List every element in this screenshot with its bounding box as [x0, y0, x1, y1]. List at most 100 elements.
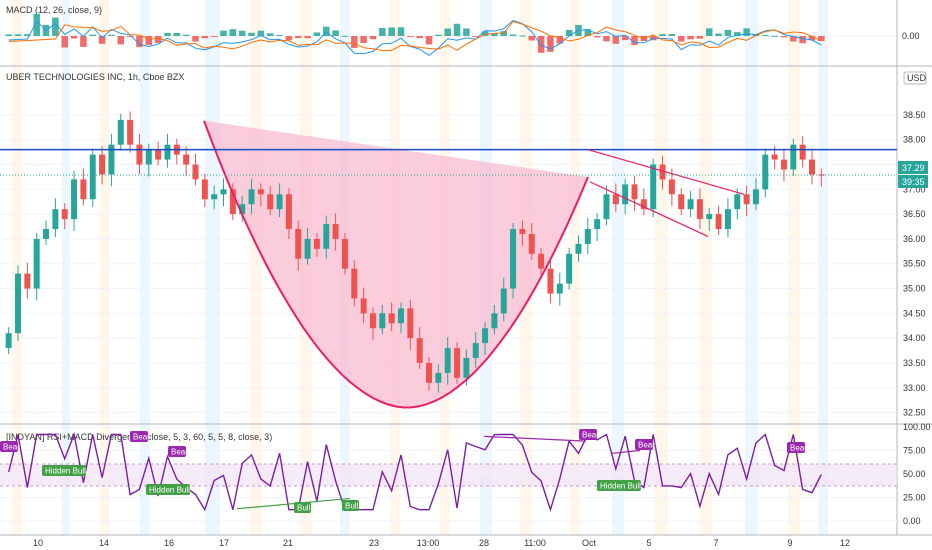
- price-pane[interactable]: UBER TECHNOLOGIES INC, 1h, Cboe BZX USD …: [0, 71, 928, 418]
- candle-body: [15, 273, 22, 334]
- macd-zero-tick: 0.00: [902, 31, 920, 41]
- macd-histogram-bar: [220, 30, 227, 36]
- macd-histogram-bar: [407, 36, 414, 37]
- candle-body: [472, 343, 479, 358]
- macd-histogram-bar: [593, 36, 601, 38]
- candle-body: [762, 154, 769, 190]
- macd-histogram-bar: [743, 28, 750, 36]
- countdown-badge: [898, 175, 928, 188]
- candle-body: [33, 238, 40, 289]
- macd-histogram-bar: [659, 34, 666, 36]
- macd-histogram-bar: [126, 36, 134, 37]
- candle-body: [276, 194, 283, 210]
- rsi-pane[interactable]: [INDYAN] RSI+MACD Divergence (close, 5, …: [0, 422, 931, 526]
- macd-histogram-bar: [715, 33, 722, 36]
- candle-body: [136, 144, 143, 165]
- macd-histogram-bar: [351, 36, 358, 48]
- macd-pane[interactable]: MACD (12, 26, close, 9) 0.00: [5, 5, 920, 57]
- price-tick-label: 37.00: [903, 184, 926, 194]
- session-stripe: [745, 0, 758, 535]
- macd-histogram-bar: [435, 34, 442, 36]
- candle-body: [313, 238, 320, 249]
- time-tick-label: 11:00: [524, 538, 546, 548]
- macd-histogram-bar: [294, 36, 302, 39]
- candle-body: [183, 154, 190, 165]
- last-price-label: 37.29: [902, 163, 925, 173]
- candle-body: [145, 149, 152, 165]
- macd-histogram-bar: [257, 30, 265, 36]
- candle-body: [631, 184, 638, 200]
- candle-body: [304, 238, 311, 259]
- session-stripe: [700, 0, 712, 535]
- price-tick-label: 34.50: [903, 308, 926, 318]
- macd-histogram-bar: [332, 30, 339, 36]
- macd-histogram-bar: [145, 36, 153, 45]
- candle-body: [612, 194, 619, 205]
- candle-body: [285, 194, 292, 230]
- bear-signal-label: Bear: [582, 431, 599, 440]
- candle-body: [71, 179, 78, 220]
- candle-body: [799, 144, 806, 160]
- macd-histogram-bar: [500, 31, 508, 36]
- session-stripe: [205, 0, 220, 535]
- macd-histogram-bar: [724, 29, 732, 36]
- hidden-bull-signal-label: Hidden Bull: [45, 467, 86, 476]
- candle-body: [743, 194, 750, 205]
- cup-pattern-fill: [204, 120, 588, 408]
- macd-histogram-bar: [481, 31, 489, 36]
- candle-body: [52, 209, 59, 230]
- rsi-tick-label: 0.00: [903, 516, 921, 526]
- candle-body: [500, 288, 507, 314]
- bear-signal-label: Bear: [171, 448, 188, 457]
- candle-body: [771, 154, 778, 160]
- candle-body: [668, 179, 675, 195]
- candle-body: [818, 174, 825, 176]
- candle-body: [659, 164, 666, 180]
- currency-badge[interactable]: [903, 71, 927, 85]
- macd-histogram-bar: [33, 13, 40, 36]
- macd-histogram-bar: [790, 36, 797, 42]
- handle-channel-top[interactable]: [587, 149, 745, 195]
- macd-histogram-bar: [192, 36, 199, 42]
- macd-histogram-bar: [136, 36, 143, 48]
- macd-histogram-bar: [276, 34, 283, 36]
- candle-body: [117, 119, 124, 145]
- macd-histogram-bar: [519, 35, 526, 37]
- macd-histogram-bar: [733, 32, 741, 36]
- bear-signal-label: Bear: [638, 441, 655, 450]
- macd-histogram-bar: [70, 36, 78, 39]
- candle-body: [538, 253, 545, 269]
- macd-histogram-bar: [696, 36, 704, 39]
- candle-body: [164, 144, 171, 160]
- time-tick-label: 14: [99, 538, 109, 548]
- candle-body: [584, 229, 591, 244]
- candle-body: [454, 348, 461, 378]
- bull-signal-badge: [342, 500, 359, 511]
- price-tick-label: 36.50: [903, 209, 926, 219]
- candle-body: [24, 273, 31, 289]
- cup-pattern-curve[interactable]: [203, 120, 589, 409]
- macd-histogram-bar: [453, 23, 461, 36]
- candle-body: [5, 333, 12, 349]
- candle-body: [267, 194, 274, 210]
- candle-body: [650, 164, 657, 210]
- price-tick-label: 33.50: [903, 358, 926, 368]
- time-tick-label: 21: [283, 538, 293, 548]
- macd-histogram-bar: [556, 36, 564, 44]
- macd-histogram-bar: [444, 28, 451, 36]
- macd-histogram-bar: [52, 17, 59, 36]
- time-tick-label: 9: [787, 538, 792, 548]
- candle-body: [201, 179, 208, 200]
- handle-channel-bottom[interactable]: [589, 181, 709, 238]
- candle-body: [678, 194, 685, 210]
- price-tick-label: 38.50: [903, 110, 926, 120]
- candle-body: [519, 229, 526, 234]
- rsi-line: [8, 431, 822, 513]
- macd-histogram-bar: [416, 36, 423, 39]
- candle-body: [220, 189, 227, 195]
- macd-histogram-bar: [547, 36, 554, 52]
- macd-histogram-bar: [89, 34, 97, 36]
- last-price-badge: [898, 161, 928, 174]
- time-axis[interactable]: 10 14 16 17 21 23 13:00 28 11:00 Oct 5 7 9 12: [33, 538, 850, 548]
